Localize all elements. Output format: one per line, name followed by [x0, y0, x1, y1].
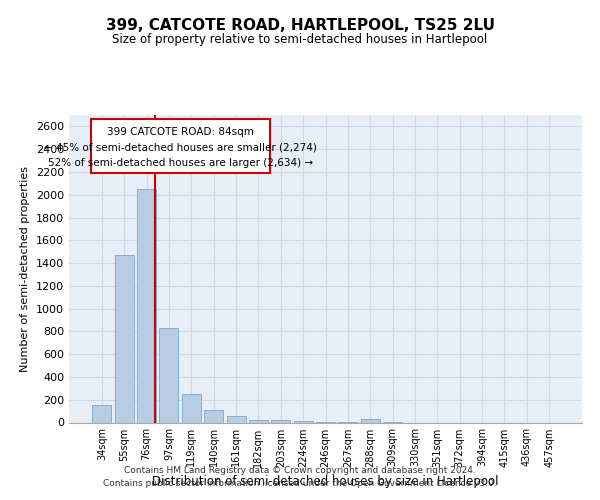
Bar — [91, 119, 269, 172]
Text: 399, CATCOTE ROAD, HARTLEPOOL, TS25 2LU: 399, CATCOTE ROAD, HARTLEPOOL, TS25 2LU — [106, 18, 494, 32]
Text: ← 45% of semi-detached houses are smaller (2,274): ← 45% of semi-detached houses are smalle… — [44, 143, 317, 153]
Bar — [92, 406, 112, 422]
Bar — [115, 255, 134, 422]
Bar — [271, 420, 290, 422]
Bar — [160, 328, 178, 422]
Text: 399 CATCOTE ROAD: 84sqm: 399 CATCOTE ROAD: 84sqm — [107, 128, 254, 138]
Bar — [137, 189, 156, 422]
Bar — [204, 410, 223, 422]
Text: Size of property relative to semi-detached houses in Hartlepool: Size of property relative to semi-detach… — [112, 32, 488, 46]
Bar — [249, 420, 268, 422]
Bar — [182, 394, 201, 422]
Bar — [227, 416, 245, 422]
Text: Contains HM Land Registry data © Crown copyright and database right 2024.
Contai: Contains HM Land Registry data © Crown c… — [103, 466, 497, 487]
Bar — [361, 419, 380, 422]
Y-axis label: Number of semi-detached properties: Number of semi-detached properties — [20, 166, 31, 372]
Text: 52% of semi-detached houses are larger (2,634) →: 52% of semi-detached houses are larger (… — [48, 158, 313, 168]
X-axis label: Distribution of semi-detached houses by size in Hartlepool: Distribution of semi-detached houses by … — [152, 475, 499, 488]
